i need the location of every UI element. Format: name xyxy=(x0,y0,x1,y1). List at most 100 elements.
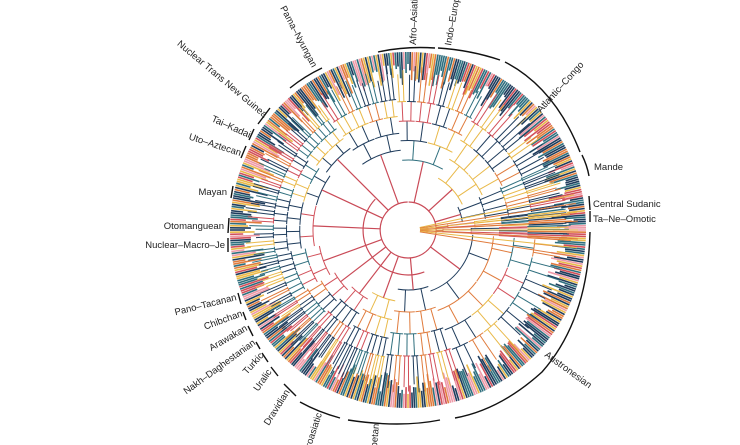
tip-segment xyxy=(445,377,454,403)
branch-arc xyxy=(320,122,326,126)
tip-segment xyxy=(550,264,581,274)
branch-spoke xyxy=(322,298,335,310)
label-afro-asiatic: Afro–Asiatic xyxy=(408,0,421,45)
branch-spoke xyxy=(282,139,298,152)
tip-segment xyxy=(231,246,251,251)
branch-arc xyxy=(273,246,276,253)
branch-spoke xyxy=(287,217,301,220)
branch-spoke xyxy=(442,82,450,107)
tip-segment xyxy=(471,363,486,391)
tip-segment xyxy=(340,368,353,396)
label-austroasiatic: Austroasiatic xyxy=(298,411,325,445)
branch-spoke xyxy=(291,129,306,142)
tip-segment xyxy=(426,387,431,407)
branch-spoke xyxy=(445,165,460,184)
tip-segment xyxy=(234,190,251,196)
branch-spoke xyxy=(300,213,315,217)
tip-segment xyxy=(239,276,269,288)
tip-segment xyxy=(561,203,585,209)
tip-segment xyxy=(344,63,354,85)
branch-spoke xyxy=(483,204,507,212)
branch-spoke xyxy=(499,235,528,238)
tip-segment xyxy=(451,385,458,402)
branch-spoke xyxy=(339,81,354,112)
branch-spoke xyxy=(305,104,323,126)
branch-spoke xyxy=(264,167,285,178)
tip-segment xyxy=(247,152,259,160)
tip-segment xyxy=(294,92,305,104)
tip-segment xyxy=(428,53,435,86)
branch-spoke xyxy=(290,315,309,332)
tip-segment xyxy=(533,311,558,329)
tip-segment xyxy=(559,276,579,284)
tip-segment xyxy=(362,57,371,84)
tip-segment xyxy=(338,65,346,81)
branch-spoke xyxy=(292,159,305,168)
branch-arc xyxy=(290,251,294,261)
tip-segment xyxy=(547,290,572,302)
branch-arc xyxy=(416,101,426,104)
bracket-chibchan xyxy=(242,311,247,321)
branch-spoke xyxy=(446,131,456,150)
branch-arc xyxy=(344,324,351,329)
tip-segment xyxy=(263,316,290,336)
tip-segment xyxy=(530,128,555,146)
tip-segment xyxy=(523,320,549,341)
branch-spoke xyxy=(278,191,292,197)
tip-segment xyxy=(508,359,519,371)
bracket-afro-asiatic xyxy=(377,46,436,53)
branch-spoke xyxy=(313,131,323,141)
tip-segment xyxy=(346,376,356,398)
branch-spoke xyxy=(504,191,528,200)
tip-segment xyxy=(385,53,389,66)
tip-segment xyxy=(542,140,563,154)
branch-spoke xyxy=(433,125,441,145)
tip-segment xyxy=(342,364,356,396)
branch-spoke xyxy=(366,334,374,353)
branch-spoke xyxy=(499,231,528,234)
tip-segment xyxy=(383,53,388,75)
tip-segment xyxy=(396,386,400,408)
tip-segment xyxy=(547,309,563,320)
branch-spoke xyxy=(530,203,564,210)
branch-arc xyxy=(315,300,321,307)
clade-stem xyxy=(313,225,381,230)
tip-segment xyxy=(290,352,303,366)
branch-spoke xyxy=(430,308,438,331)
branch-spoke xyxy=(323,316,335,331)
tip-segment xyxy=(569,207,585,212)
branch-arc xyxy=(327,310,333,316)
tip-segment xyxy=(537,142,564,159)
branch-spoke xyxy=(281,312,306,333)
branch-spoke xyxy=(438,81,445,106)
branch-spoke xyxy=(274,212,288,216)
branch-arc xyxy=(343,341,349,345)
branch-spoke xyxy=(274,247,288,250)
tip-segment xyxy=(467,66,480,91)
tip-segment xyxy=(558,280,577,288)
branch-arc xyxy=(364,350,369,354)
tip-segment xyxy=(348,373,359,399)
branch-spoke xyxy=(291,252,307,257)
branch-spoke xyxy=(290,286,304,295)
bracket-central-sudanic xyxy=(588,195,591,211)
tip-segment xyxy=(270,116,289,132)
branch-arc xyxy=(288,162,292,168)
branch-arc xyxy=(278,264,281,270)
tip-segment xyxy=(547,274,578,286)
tip-segment xyxy=(394,382,398,408)
tip-segment xyxy=(416,376,420,408)
branch-arc xyxy=(316,150,329,166)
tip-segment xyxy=(272,335,286,348)
tip-segment xyxy=(266,321,289,339)
root-ring-inner xyxy=(379,201,437,259)
branch-arc xyxy=(287,198,291,212)
branch-arc xyxy=(333,117,340,123)
branch-spoke xyxy=(309,135,319,145)
branch-arc xyxy=(306,288,312,295)
branch-arc xyxy=(386,353,394,356)
tip-segment xyxy=(550,257,583,265)
tip-segment xyxy=(516,325,542,349)
tip-segment xyxy=(231,203,246,208)
branch-spoke xyxy=(336,119,347,135)
